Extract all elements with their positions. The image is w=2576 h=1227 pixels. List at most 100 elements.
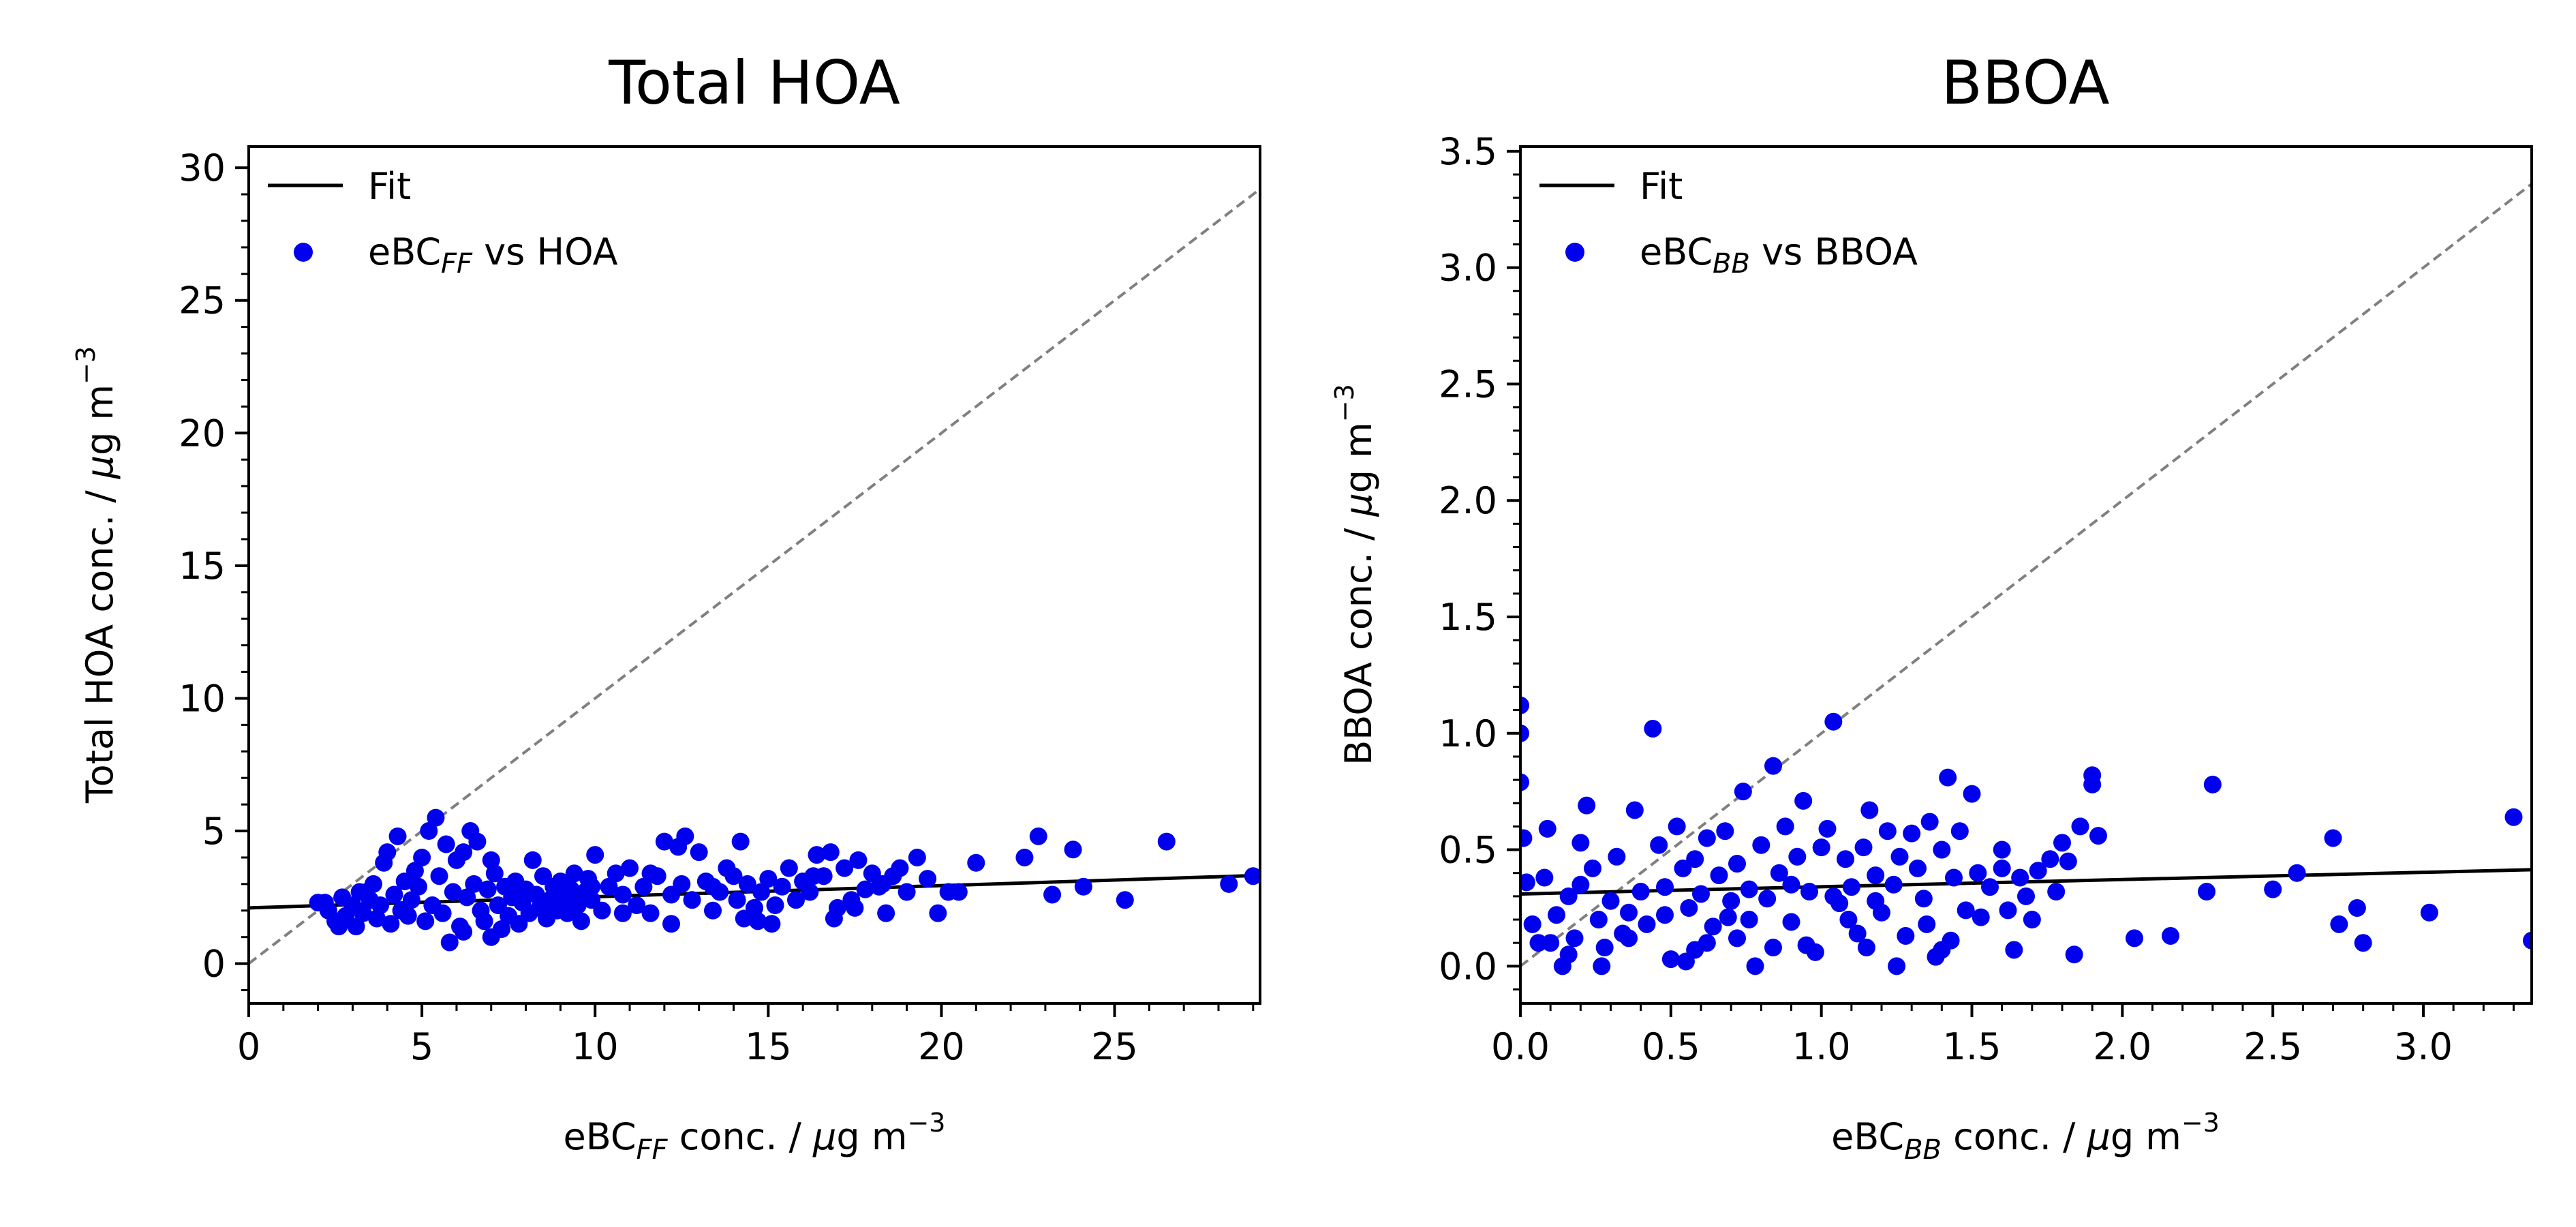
identity-line-layer bbox=[249, 187, 1260, 965]
y-tick-label: 2.5 bbox=[1439, 363, 1497, 406]
y-axis-label: Total HOA conc. / μg m−3 bbox=[71, 346, 121, 804]
y-tick-label: 30 bbox=[179, 147, 226, 190]
data-point bbox=[1933, 840, 1951, 859]
data-point bbox=[330, 918, 348, 936]
data-point bbox=[801, 883, 819, 901]
data-point bbox=[641, 864, 660, 883]
identity-line-layer bbox=[1520, 183, 2532, 967]
data-point bbox=[2065, 945, 2083, 964]
data-point bbox=[1656, 906, 1674, 924]
data-point bbox=[1535, 868, 1554, 887]
x-axis-ticks: 0.0 0.5 1.0 1.5 2.0 2.5 3.0 bbox=[1491, 1003, 2515, 1068]
data-point bbox=[493, 920, 510, 939]
data-point bbox=[846, 898, 864, 917]
data-point bbox=[1740, 911, 1758, 929]
data-point bbox=[458, 888, 476, 907]
data-point bbox=[1740, 880, 1758, 898]
data-point bbox=[1764, 939, 1782, 957]
data-point bbox=[1939, 768, 1957, 787]
legend-scatter-label: eBCBB vs BBOA bbox=[1640, 230, 1918, 279]
data-point bbox=[1520, 873, 1535, 892]
x-tick-label: 3.0 bbox=[2394, 1025, 2453, 1068]
data-point bbox=[1867, 866, 1885, 885]
data-point bbox=[2011, 868, 2029, 887]
y-tick-label: 3.0 bbox=[1439, 247, 1497, 290]
data-point bbox=[1782, 913, 1800, 931]
data-point bbox=[1981, 878, 1999, 896]
data-point bbox=[2071, 817, 2089, 836]
data-point bbox=[1644, 719, 1662, 738]
x-tick-label: 10 bbox=[572, 1025, 619, 1068]
y-axis-label: BBOA conc. / μg m−3 bbox=[1330, 384, 1380, 766]
x-axis-ticks: 0 5 10 15 20 25 bbox=[237, 1003, 1255, 1068]
data-point bbox=[1776, 817, 1794, 836]
data-point bbox=[1857, 939, 1875, 957]
identity-line bbox=[1520, 183, 2532, 967]
x-tick-label: 1.5 bbox=[1943, 1025, 2002, 1068]
data-point bbox=[2288, 864, 2306, 882]
data-point bbox=[1559, 945, 1578, 964]
data-point bbox=[724, 867, 743, 885]
data-point bbox=[1520, 773, 1529, 791]
data-point bbox=[704, 901, 722, 920]
data-point bbox=[746, 898, 763, 917]
data-point bbox=[1818, 819, 1837, 838]
data-point bbox=[1064, 840, 1082, 859]
legend-scatter-swatch bbox=[294, 243, 313, 262]
data-point bbox=[388, 827, 407, 845]
data-point bbox=[1914, 890, 1933, 908]
data-point bbox=[607, 864, 625, 883]
data-point bbox=[565, 864, 583, 883]
data-point bbox=[2089, 827, 2107, 845]
data-point bbox=[1746, 957, 1764, 975]
data-point bbox=[1116, 891, 1134, 909]
data-point bbox=[1993, 859, 2011, 877]
data-point bbox=[1548, 906, 1565, 924]
data-point bbox=[1716, 822, 1734, 840]
data-point bbox=[427, 808, 445, 827]
data-point bbox=[1704, 918, 1722, 936]
data-point bbox=[1601, 892, 1620, 910]
data-point bbox=[704, 877, 722, 896]
data-point bbox=[2083, 775, 2102, 793]
data-point bbox=[1686, 850, 1704, 868]
data-point bbox=[2324, 829, 2342, 847]
legend-fit-label: Fit bbox=[368, 165, 411, 208]
data-point bbox=[2198, 883, 2215, 901]
data-point bbox=[1860, 801, 1879, 819]
data-point bbox=[1993, 840, 2011, 859]
data-point bbox=[786, 891, 805, 909]
data-point bbox=[1698, 829, 1716, 847]
data-point bbox=[1903, 824, 1921, 843]
data-point bbox=[410, 877, 428, 896]
data-point bbox=[1878, 822, 1897, 840]
data-point bbox=[949, 883, 968, 901]
data-point bbox=[583, 877, 601, 896]
data-point bbox=[621, 859, 639, 877]
data-point bbox=[1578, 796, 1596, 815]
data-point bbox=[347, 918, 365, 936]
data-point bbox=[1837, 850, 1854, 868]
data-point bbox=[1625, 801, 1644, 819]
data-point bbox=[1029, 827, 1047, 845]
data-point bbox=[825, 909, 843, 928]
data-point bbox=[1584, 859, 1601, 877]
y-axis-ticks: 0.0 0.5 1.0 1.5 2.0 2.5 3.0 3.5 bbox=[1439, 130, 1520, 991]
plot-frame bbox=[1519, 145, 2533, 1005]
data-point bbox=[1812, 838, 1830, 857]
data-point bbox=[1797, 936, 1815, 954]
y-tick-label: 5 bbox=[202, 810, 226, 853]
legend: Fit eBCFF vs HOA bbox=[268, 165, 618, 279]
data-point bbox=[600, 877, 618, 896]
data-point bbox=[316, 894, 334, 912]
data-point bbox=[804, 867, 823, 885]
data-point bbox=[676, 827, 694, 845]
data-point bbox=[572, 912, 590, 930]
data-point bbox=[759, 870, 778, 888]
data-point bbox=[1933, 941, 1951, 959]
data-point bbox=[1559, 887, 1578, 905]
legend: Fit eBCBB vs BBOA bbox=[1539, 165, 1918, 279]
data-point bbox=[1595, 939, 1614, 957]
data-point bbox=[1608, 847, 1626, 866]
x-tick-label: 5 bbox=[410, 1025, 433, 1068]
